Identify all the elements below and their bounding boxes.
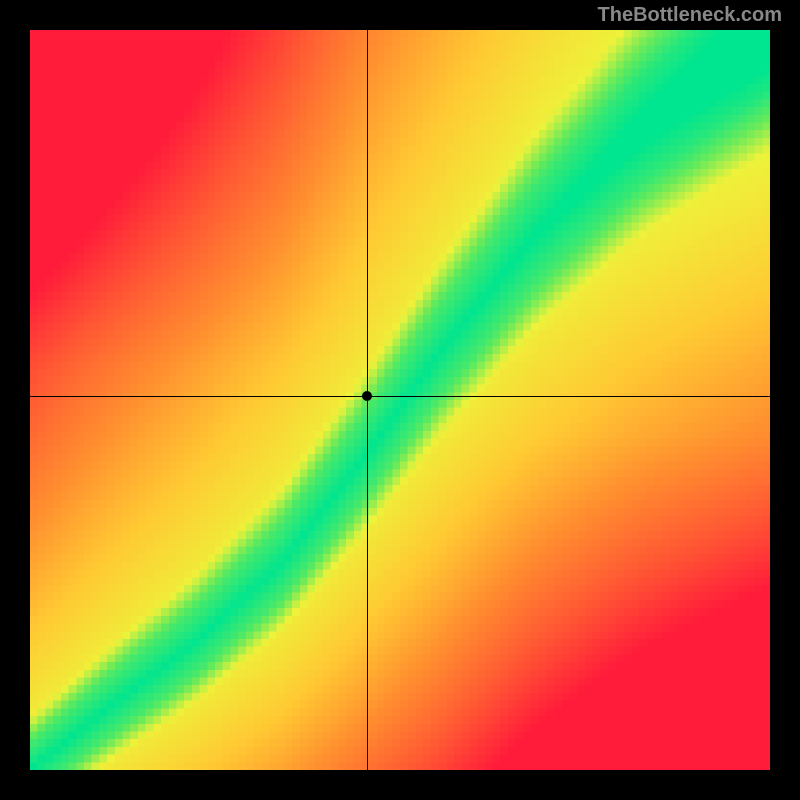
bottleneck-heatmap — [30, 30, 770, 770]
crosshair-horizontal — [30, 396, 770, 397]
selection-marker — [362, 391, 372, 401]
heatmap-canvas — [30, 30, 770, 770]
watermark-text: TheBottleneck.com — [598, 4, 782, 27]
